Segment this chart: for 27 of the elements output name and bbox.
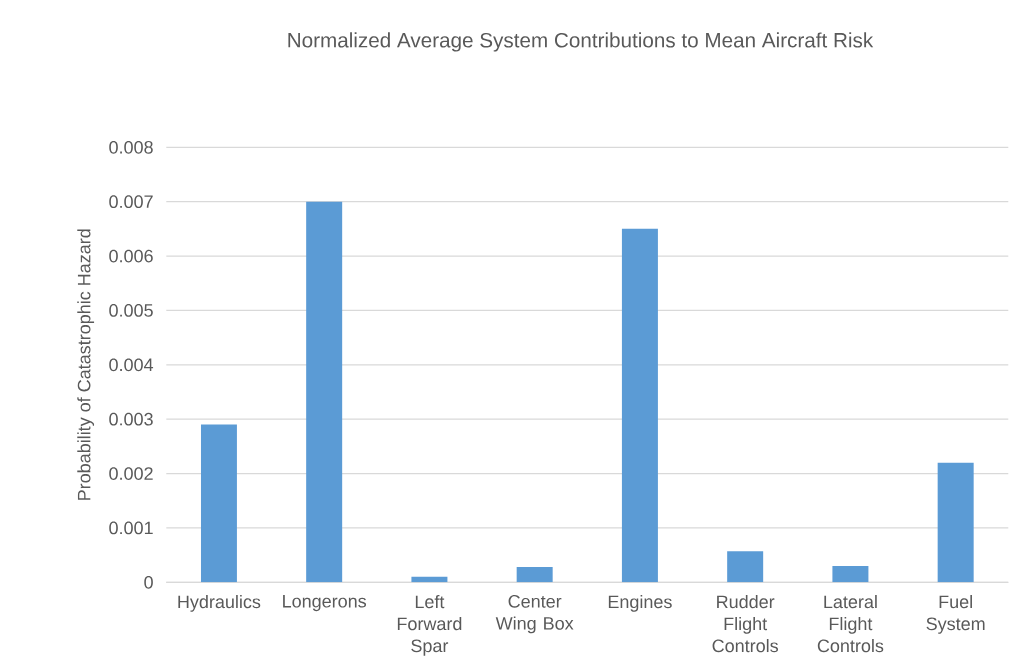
x-tick-label: Rudder Flight Controls [712, 594, 779, 653]
bar [200, 424, 237, 583]
x-tick-label: Fuel System [926, 594, 985, 634]
y-tick-label: 0 [144, 575, 153, 589]
y-tick-label: 0.005 [109, 303, 153, 317]
bar [621, 228, 658, 583]
x-tick-label: Engines [608, 594, 672, 612]
y-axis-title: Probability of Catastrophic Hazard [77, 229, 95, 500]
bar [516, 566, 553, 583]
y-tick-label: 0.007 [109, 195, 153, 208]
bar [727, 551, 764, 583]
x-tick-label: Lateral Flight Controls [817, 594, 884, 653]
x-tick-label: Hydraulics [178, 594, 261, 612]
y-tick-label: 0.003 [109, 412, 153, 426]
y-tick-label: 0.008 [109, 140, 153, 154]
bar [832, 565, 869, 583]
x-tick-label: Left Forward Spar [397, 594, 462, 656]
chart-title: Normalized Average System Contributions to Mean Aircraft Risk [288, 32, 874, 52]
x-tick-label: Longerons [283, 594, 367, 612]
y-tick-label: 0.001 [109, 521, 153, 535]
bar [411, 576, 448, 583]
y-tick-label: 0.002 [109, 467, 153, 480]
y-tick-label: 0.004 [109, 358, 154, 372]
y-tick-label: 0.006 [109, 249, 153, 263]
bar [937, 462, 974, 583]
bar [306, 201, 343, 583]
x-tick-label: Center Wing Box [495, 594, 574, 634]
